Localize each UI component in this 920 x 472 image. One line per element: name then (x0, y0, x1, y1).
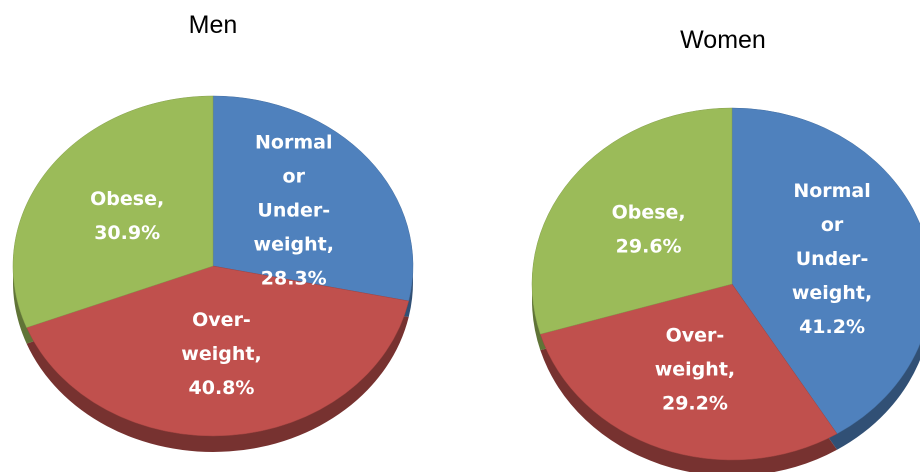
chart-title: Women (680, 26, 766, 54)
data-label: Obese, 30.9% (90, 188, 164, 244)
pie-slice (531, 107, 733, 335)
data-label: Obese, 29.6% (612, 201, 686, 257)
pie-slice (212, 95, 414, 302)
pie-slice (731, 107, 920, 435)
pie-slice (12, 95, 214, 328)
data-label: Over-weight, 29.2% (655, 324, 735, 414)
chart-title: Men (189, 11, 238, 39)
pie-slice (26, 265, 410, 437)
data-label: Normal or Under-weight, 41.2% (792, 180, 872, 338)
data-label: Over-weight, 40.8% (181, 309, 261, 399)
data-label: Normal or Under-weight, 28.3% (254, 131, 334, 289)
pie-slice (539, 283, 838, 461)
